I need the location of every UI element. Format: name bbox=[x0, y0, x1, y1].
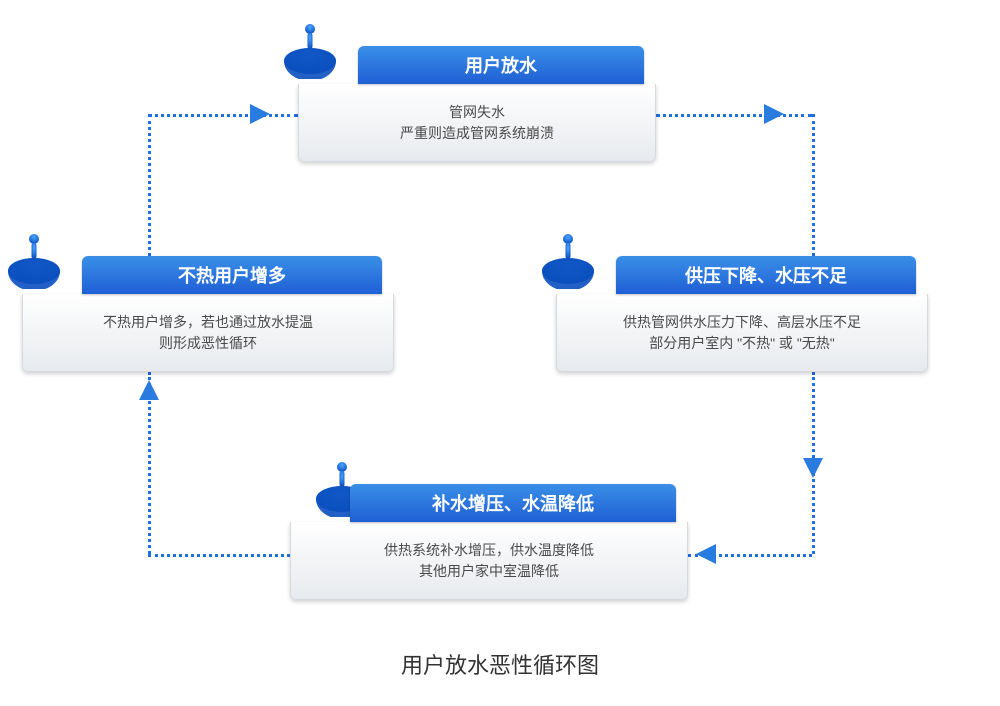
body-line: 其他用户家中室温降低 bbox=[419, 561, 559, 582]
arrowhead-icon bbox=[803, 458, 823, 478]
node-body: 管网失水 严重则造成管网系统崩溃 bbox=[298, 84, 656, 162]
arrowhead-icon bbox=[696, 544, 716, 564]
cycle-diagram: 用户放水 管网失水 严重则造成管网系统崩溃 供压下降、水压不足 供热管网供水压力… bbox=[0, 0, 1000, 706]
node-header: 用户放水 bbox=[358, 46, 644, 84]
connector bbox=[148, 554, 290, 557]
diagram-caption: 用户放水恶性循环图 bbox=[0, 648, 1000, 680]
node-refill: 补水增压、水温降低 供热系统补水增压，供水温度降低 其他用户家中室温降低 bbox=[290, 484, 688, 600]
node-title: 供压下降、水压不足 bbox=[685, 262, 847, 288]
node-pressure-drop: 供压下降、水压不足 供热管网供水压力下降、高层水压不足 部分用户室内 "不热" … bbox=[556, 256, 928, 372]
arrowhead-icon bbox=[139, 380, 159, 400]
caption-text: 用户放水恶性循环图 bbox=[401, 653, 599, 678]
node-title: 用户放水 bbox=[465, 52, 537, 78]
body-line: 不热用户增多，若也通过放水提温 bbox=[103, 312, 313, 333]
connector bbox=[148, 114, 151, 256]
body-line: 供热系统补水增压，供水温度降低 bbox=[384, 540, 594, 561]
node-user-drain: 用户放水 管网失水 严重则造成管网系统崩溃 bbox=[298, 46, 656, 162]
pawn-icon bbox=[538, 229, 598, 289]
node-more-cold-users: 不热用户增多 不热用户增多，若也通过放水提温 则形成恶性循环 bbox=[22, 256, 394, 372]
connector bbox=[148, 114, 298, 117]
arrowhead-icon bbox=[764, 104, 784, 124]
connector bbox=[656, 114, 812, 117]
body-line: 供热管网供水压力下降、高层水压不足 bbox=[623, 312, 861, 333]
body-line: 管网失水 bbox=[449, 102, 505, 123]
node-header: 补水增压、水温降低 bbox=[350, 484, 676, 522]
node-header: 供压下降、水压不足 bbox=[616, 256, 916, 294]
body-line: 则形成恶性循环 bbox=[159, 333, 257, 354]
body-line: 严重则造成管网系统崩溃 bbox=[400, 123, 554, 144]
pawn-icon bbox=[280, 19, 340, 79]
node-body: 供热系统补水增压，供水温度降低 其他用户家中室温降低 bbox=[290, 522, 688, 600]
node-title: 补水增压、水温降低 bbox=[432, 490, 594, 516]
connector bbox=[812, 114, 815, 256]
node-body: 不热用户增多，若也通过放水提温 则形成恶性循环 bbox=[22, 294, 394, 372]
node-title: 不热用户增多 bbox=[178, 262, 286, 288]
body-line: 部分用户室内 "不热" 或 "无热" bbox=[649, 333, 835, 354]
node-header: 不热用户增多 bbox=[82, 256, 382, 294]
arrowhead-icon bbox=[250, 104, 270, 124]
pawn-icon bbox=[4, 229, 64, 289]
node-body: 供热管网供水压力下降、高层水压不足 部分用户室内 "不热" 或 "无热" bbox=[556, 294, 928, 372]
